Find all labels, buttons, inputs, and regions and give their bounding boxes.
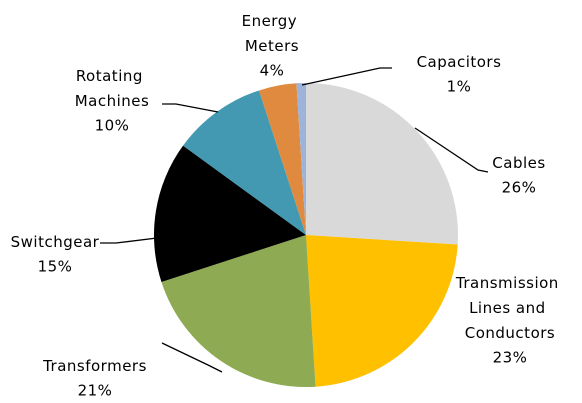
- leader-line: [414, 127, 489, 173]
- slice-label: Rotating Machines: [75, 67, 150, 110]
- pie-slice: [306, 235, 458, 387]
- slice-label: Transmission Lines and Conductors: [455, 274, 564, 342]
- pie-slice: [161, 235, 316, 388]
- leader-line: [162, 103, 219, 113]
- slice-label: Switchgear: [11, 233, 100, 251]
- pie-slice: [296, 83, 306, 235]
- leader-line: [301, 67, 392, 86]
- slice-label: Energy Meters: [242, 12, 303, 55]
- pie: [153, 83, 458, 388]
- pie-slice: [306, 83, 458, 245]
- slice-value-label: 1%: [447, 78, 472, 96]
- slice-value-label: 15%: [38, 258, 73, 276]
- leader-lines: [100, 67, 489, 373]
- slice-label: Transformers: [42, 357, 147, 375]
- pie-slice: [259, 83, 306, 236]
- slice-value-label: 26%: [502, 179, 537, 197]
- slice-value-label: 21%: [78, 382, 113, 400]
- slice-value-label: 23%: [493, 349, 528, 367]
- leader-line: [100, 237, 158, 244]
- pie-slice: [153, 145, 306, 282]
- slice-value-label: 10%: [95, 117, 130, 135]
- slice-label: Capacitors: [417, 53, 502, 71]
- slice-value-label: 4%: [260, 62, 285, 80]
- slice-label: Cables: [492, 154, 545, 172]
- leader-line: [161, 342, 223, 373]
- pie-slice: [183, 90, 306, 235]
